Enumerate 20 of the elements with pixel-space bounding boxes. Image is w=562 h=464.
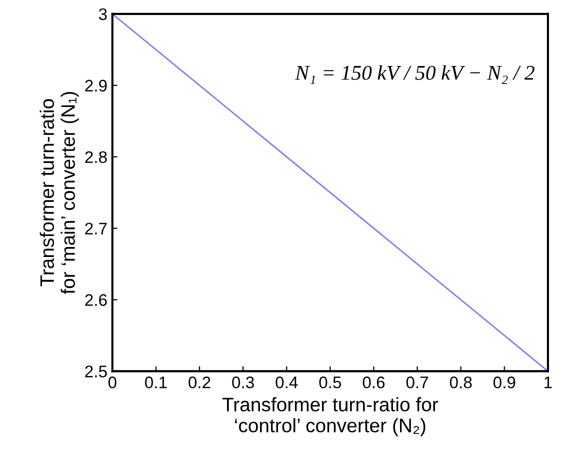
x-tick-label: 0.1 xyxy=(145,376,167,388)
x-tick-label: 0.8 xyxy=(450,376,472,388)
x-tick-label: 0.4 xyxy=(276,376,298,388)
x-tick-label: 1 xyxy=(544,376,552,388)
x-tick-label: 0.3 xyxy=(232,376,254,388)
x-tick-label: 0.6 xyxy=(362,376,385,388)
y-tick-label: 2.5 xyxy=(85,366,107,378)
x-tick-label: 0.9 xyxy=(493,376,516,388)
y-tick-label: 2.8 xyxy=(85,151,107,164)
x-tick-label: 0 xyxy=(108,376,116,388)
x-tick-label: 0.2 xyxy=(188,376,210,388)
x-tick-label: 0.5 xyxy=(319,376,342,388)
y-axis-title: Transformer turn-ratio for ‘main’ converter (N₁) xyxy=(40,92,79,294)
annotation: N₁ = 150 kV / 50 kV − N₂ / 2 xyxy=(294,65,534,84)
x-axis-title: Transformer turn-ratio for ‘control’ converter (N₂) xyxy=(222,397,438,436)
x-tick-label: 0.7 xyxy=(406,376,428,388)
y-tick-label: 2.9 xyxy=(85,80,107,92)
y-tick-label: 2.6 xyxy=(85,294,107,306)
y-tick-label: 2.7 xyxy=(85,222,107,234)
y-tick-label: 3 xyxy=(98,8,107,20)
